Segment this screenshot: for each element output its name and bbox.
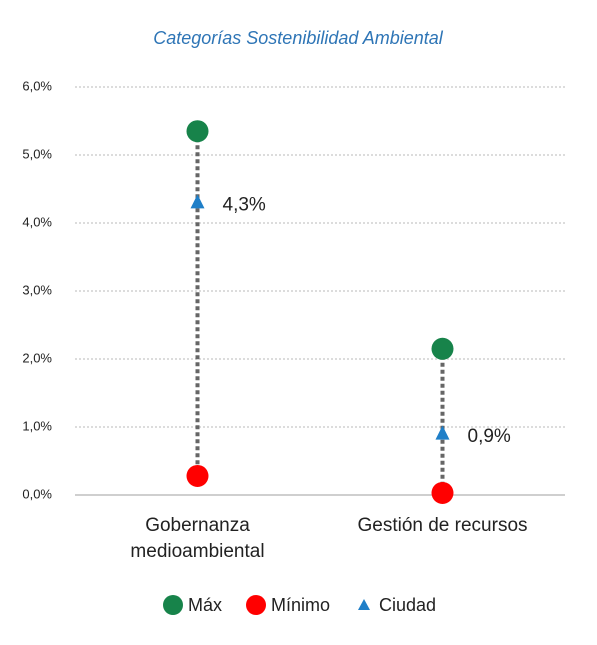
legend-item: Mínimo	[244, 593, 330, 617]
dot-marker	[431, 337, 454, 360]
data-label: 0,9%	[468, 426, 511, 447]
legend-label: Máx	[187, 594, 222, 615]
legend-label: Ciudad	[378, 594, 437, 615]
y-tick-label: 5,0%	[22, 146, 52, 161]
y-tick-label: 2,0%	[22, 350, 52, 365]
dot-marker	[186, 464, 209, 487]
legend: Máx Mínimo Ciudad	[0, 593, 597, 617]
dot-marker	[186, 120, 209, 143]
triangle-marker	[190, 194, 205, 209]
legend-item: Ciudad	[352, 593, 436, 617]
legend-marker	[162, 595, 183, 615]
y-tick-label: 3,0%	[22, 282, 52, 297]
legend-label: Mínimo	[270, 594, 330, 615]
triangle-marker	[435, 425, 450, 440]
legend-symbol	[357, 599, 370, 610]
y-tick-label: 1,0%	[22, 418, 52, 433]
y-tick-label: 6,0%	[22, 78, 52, 93]
legend-symbol	[162, 595, 183, 615]
legend-item: Máx	[161, 593, 222, 617]
legend-marker	[245, 595, 266, 615]
y-tick-label: 4,0%	[22, 214, 52, 229]
legend-marker	[357, 599, 370, 610]
data-label: 4,3%	[223, 195, 266, 216]
dot-marker	[431, 481, 454, 504]
x-tick-label: Gobernanza medioambiental	[130, 515, 265, 562]
y-tick-label: 0,0%	[22, 486, 52, 501]
x-tick-label: Gestión de recursos	[357, 515, 528, 536]
chart-title: Categorías Sostenibilidad Ambiental	[153, 28, 444, 48]
legend-symbol	[245, 595, 266, 615]
